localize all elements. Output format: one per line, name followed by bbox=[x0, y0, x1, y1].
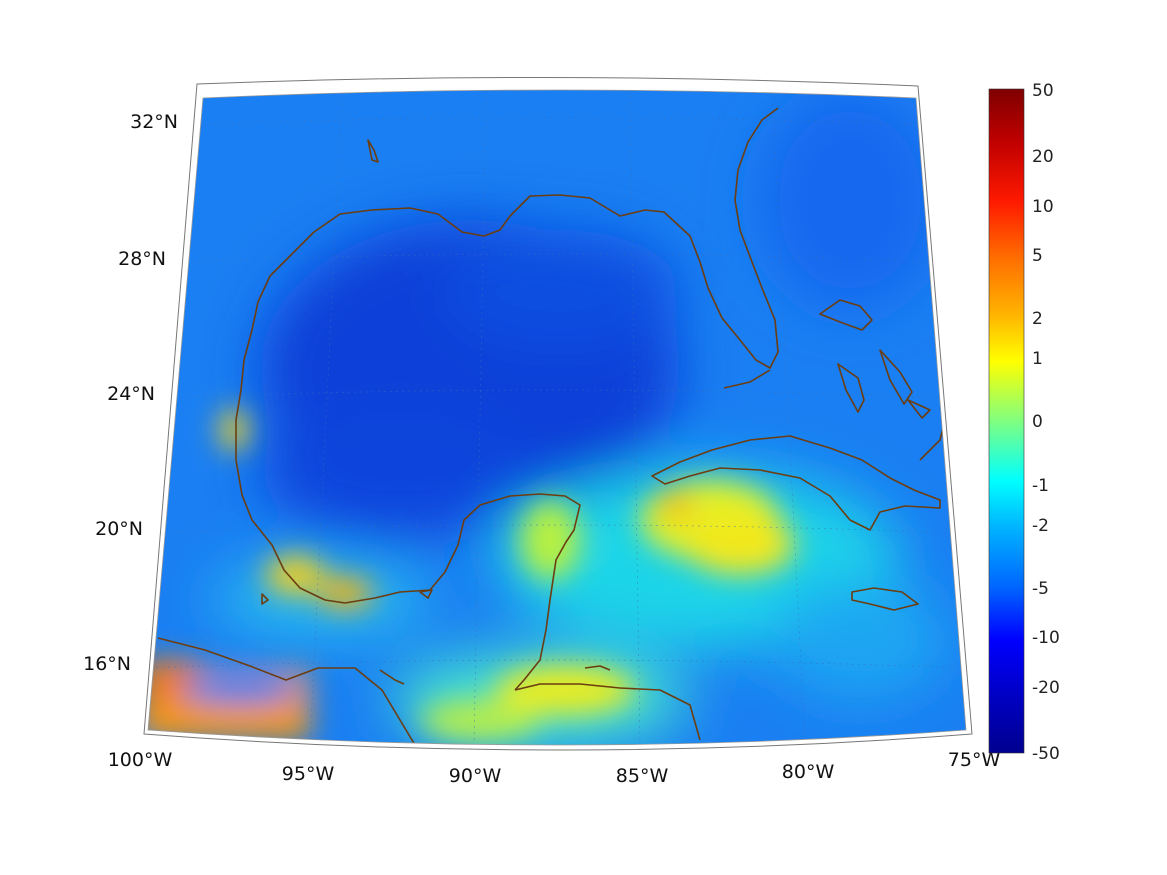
lat-labels: 32°N 28°N 24°N 20°N 16°N bbox=[83, 111, 178, 675]
lon-label-100: 100°W bbox=[108, 749, 173, 771]
cb-tick: -20 bbox=[1032, 678, 1060, 698]
map-frame bbox=[143, 76, 973, 751]
lon-label-80: 80°W bbox=[782, 761, 835, 783]
lon-label-85: 85°W bbox=[616, 765, 669, 787]
colorbar-ticks: 50 20 10 5 2 1 0 -1 -2 -5 -10 -20 -50 bbox=[1032, 81, 1060, 764]
lat-label-32: 32°N bbox=[130, 111, 178, 133]
lat-label-24: 24°N bbox=[107, 383, 155, 405]
cb-tick: 50 bbox=[1032, 81, 1054, 101]
cb-tick: -50 bbox=[1032, 744, 1060, 764]
colorbar: 50 20 10 5 2 1 0 -1 -2 -5 -10 -20 -50 bbox=[988, 81, 1060, 764]
cb-tick: 20 bbox=[1032, 147, 1054, 167]
cb-tick: -5 bbox=[1032, 579, 1049, 599]
cb-tick: 1 bbox=[1032, 349, 1043, 369]
cb-tick: -2 bbox=[1032, 516, 1049, 536]
lat-label-20: 20°N bbox=[95, 518, 143, 540]
colorbar-ramp bbox=[988, 88, 1025, 754]
cb-tick: 5 bbox=[1032, 246, 1043, 266]
lat-label-28: 28°N bbox=[118, 248, 166, 270]
lon-labels: 100°W 95°W 90°W 85°W 80°W 75°W bbox=[108, 749, 1001, 787]
lon-label-75: 75°W bbox=[948, 749, 1001, 771]
cb-tick: 2 bbox=[1032, 309, 1043, 329]
cb-tick: 10 bbox=[1032, 197, 1054, 217]
data-field bbox=[148, 90, 966, 745]
cb-tick: -10 bbox=[1032, 628, 1060, 648]
cb-tick: -1 bbox=[1032, 476, 1049, 496]
coastlines bbox=[157, 107, 946, 745]
cb-tick: 0 bbox=[1032, 412, 1043, 432]
lon-label-95: 95°W bbox=[282, 763, 335, 785]
lat-label-16: 16°N bbox=[83, 653, 131, 675]
lon-label-90: 90°W bbox=[449, 765, 502, 787]
